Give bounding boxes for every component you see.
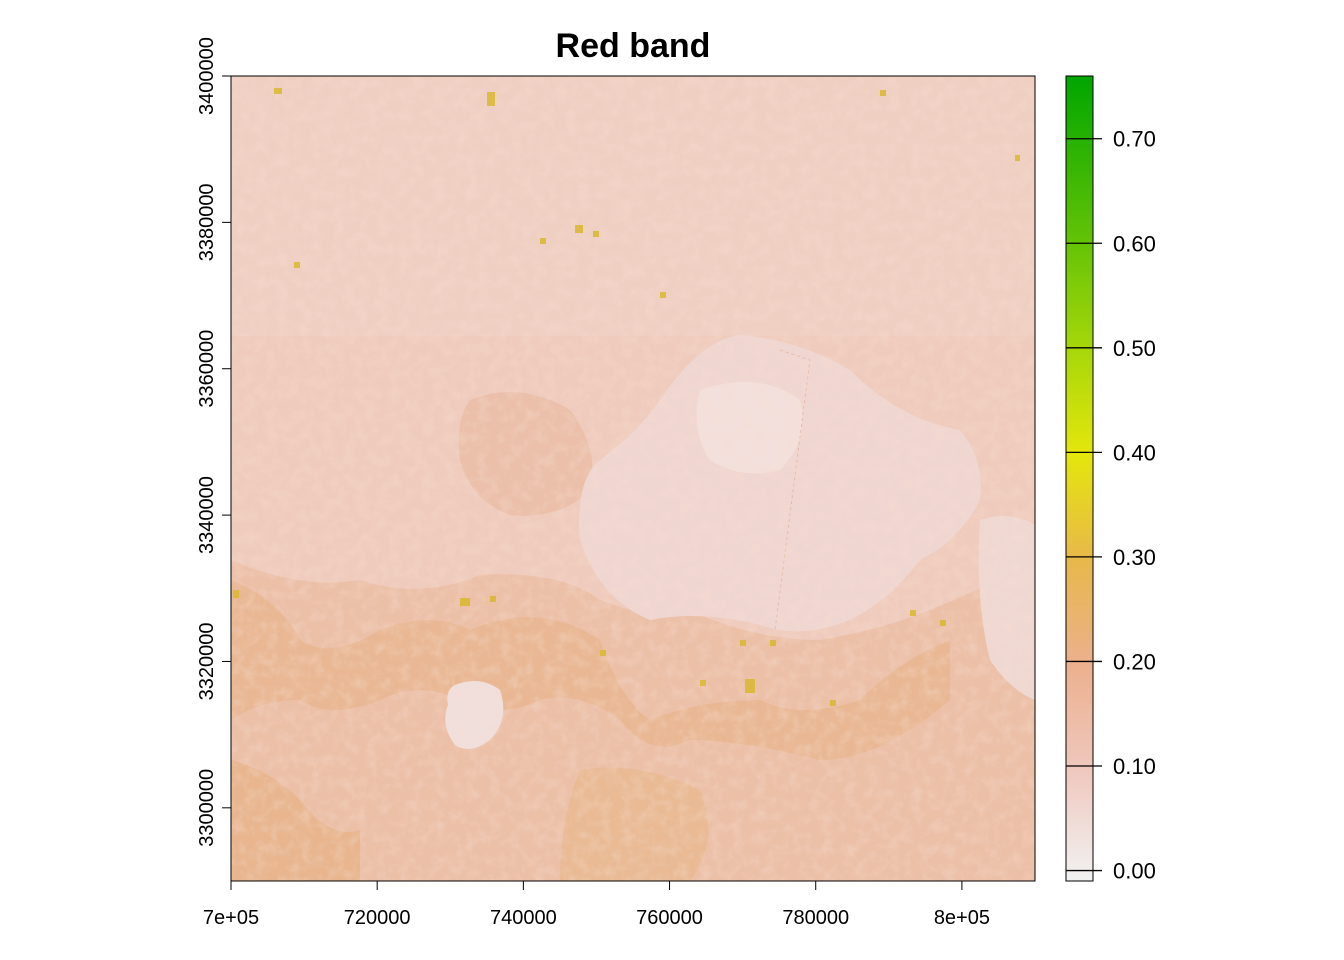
legend-tick-label: 0.50 <box>1113 336 1156 361</box>
x-tick-label: 760000 <box>636 907 703 929</box>
legend-tick-label: 0.00 <box>1113 859 1156 884</box>
x-tick-label: 740000 <box>490 907 557 929</box>
legend-tick-label: 0.20 <box>1113 649 1156 674</box>
legend-tick-label: 0.60 <box>1113 231 1156 256</box>
legend-tick-label: 0.10 <box>1113 754 1156 779</box>
x-tick-label: 780000 <box>782 907 849 929</box>
chart-title: Red band <box>556 27 711 65</box>
legend-tick-label: 0.40 <box>1113 440 1156 465</box>
y-tick-label: 3380000 <box>196 183 218 261</box>
x-tick-label: 8e+05 <box>934 907 990 929</box>
legend-tick-label: 0.30 <box>1113 545 1156 570</box>
y-tick-label: 3400000 <box>196 37 218 115</box>
y-tick-label: 3340000 <box>196 476 218 554</box>
x-axis: 7e+05 720000 740000 760000 780000 8e+05 <box>203 881 990 929</box>
legend-ticks: 0.00 0.10 0.20 0.30 0.40 0.50 0.60 0.70 <box>1066 127 1156 884</box>
raster-image <box>231 76 1035 881</box>
legend-colorbar <box>1065 75 1094 882</box>
x-tick-label: 720000 <box>344 907 411 929</box>
y-tick-label: 3360000 <box>196 330 218 408</box>
y-axis: 3300000 3320000 3340000 3360000 3380000 34000… <box>196 37 231 847</box>
legend-tick-label: 0.70 <box>1113 127 1156 152</box>
y-tick-label: 3320000 <box>196 623 218 701</box>
plot-frame <box>230 75 1036 882</box>
x-tick-label: 7e+05 <box>203 907 259 929</box>
y-tick-label: 3300000 <box>196 769 218 847</box>
